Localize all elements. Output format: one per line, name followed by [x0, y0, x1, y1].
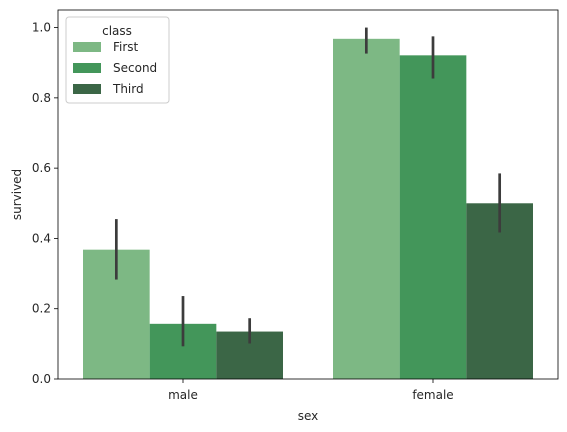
y-tick-label: 0.6 [32, 161, 51, 175]
legend: class First Second Third [65, 16, 170, 104]
bar-second-female [399, 55, 467, 379]
x-axis-label: sex [298, 409, 319, 423]
legend-box [65, 16, 170, 104]
plot-frame [57, 9, 559, 380]
bars-layer [83, 38, 533, 380]
x-tick-label: female [412, 388, 453, 402]
x-tick-label: male [168, 388, 198, 402]
legend-items: First Second Third [73, 40, 157, 96]
bar-first-female [333, 38, 400, 380]
legend-label-first: First [113, 40, 139, 54]
legend-swatch-second [73, 63, 101, 73]
y-tick-label: 0.8 [32, 91, 51, 105]
y-tick-label: 1.0 [32, 21, 51, 35]
x-axis: male female [168, 379, 454, 402]
legend-title: class [102, 24, 132, 38]
y-tick-label: 0.0 [32, 372, 51, 386]
bar-third-female [466, 203, 533, 379]
y-axis-label: survived [10, 169, 24, 220]
y-tick-label: 0.4 [32, 231, 51, 245]
y-tick-label: 0.2 [32, 302, 51, 316]
legend-label-second: Second [113, 61, 157, 75]
y-axis: 0.0 0.2 0.4 0.6 0.8 1.0 [32, 21, 58, 386]
error-bars-layer [114, 27, 502, 347]
legend-swatch-first [73, 42, 101, 52]
legend-swatch-third [73, 84, 101, 94]
legend-label-third: Third [112, 82, 144, 96]
